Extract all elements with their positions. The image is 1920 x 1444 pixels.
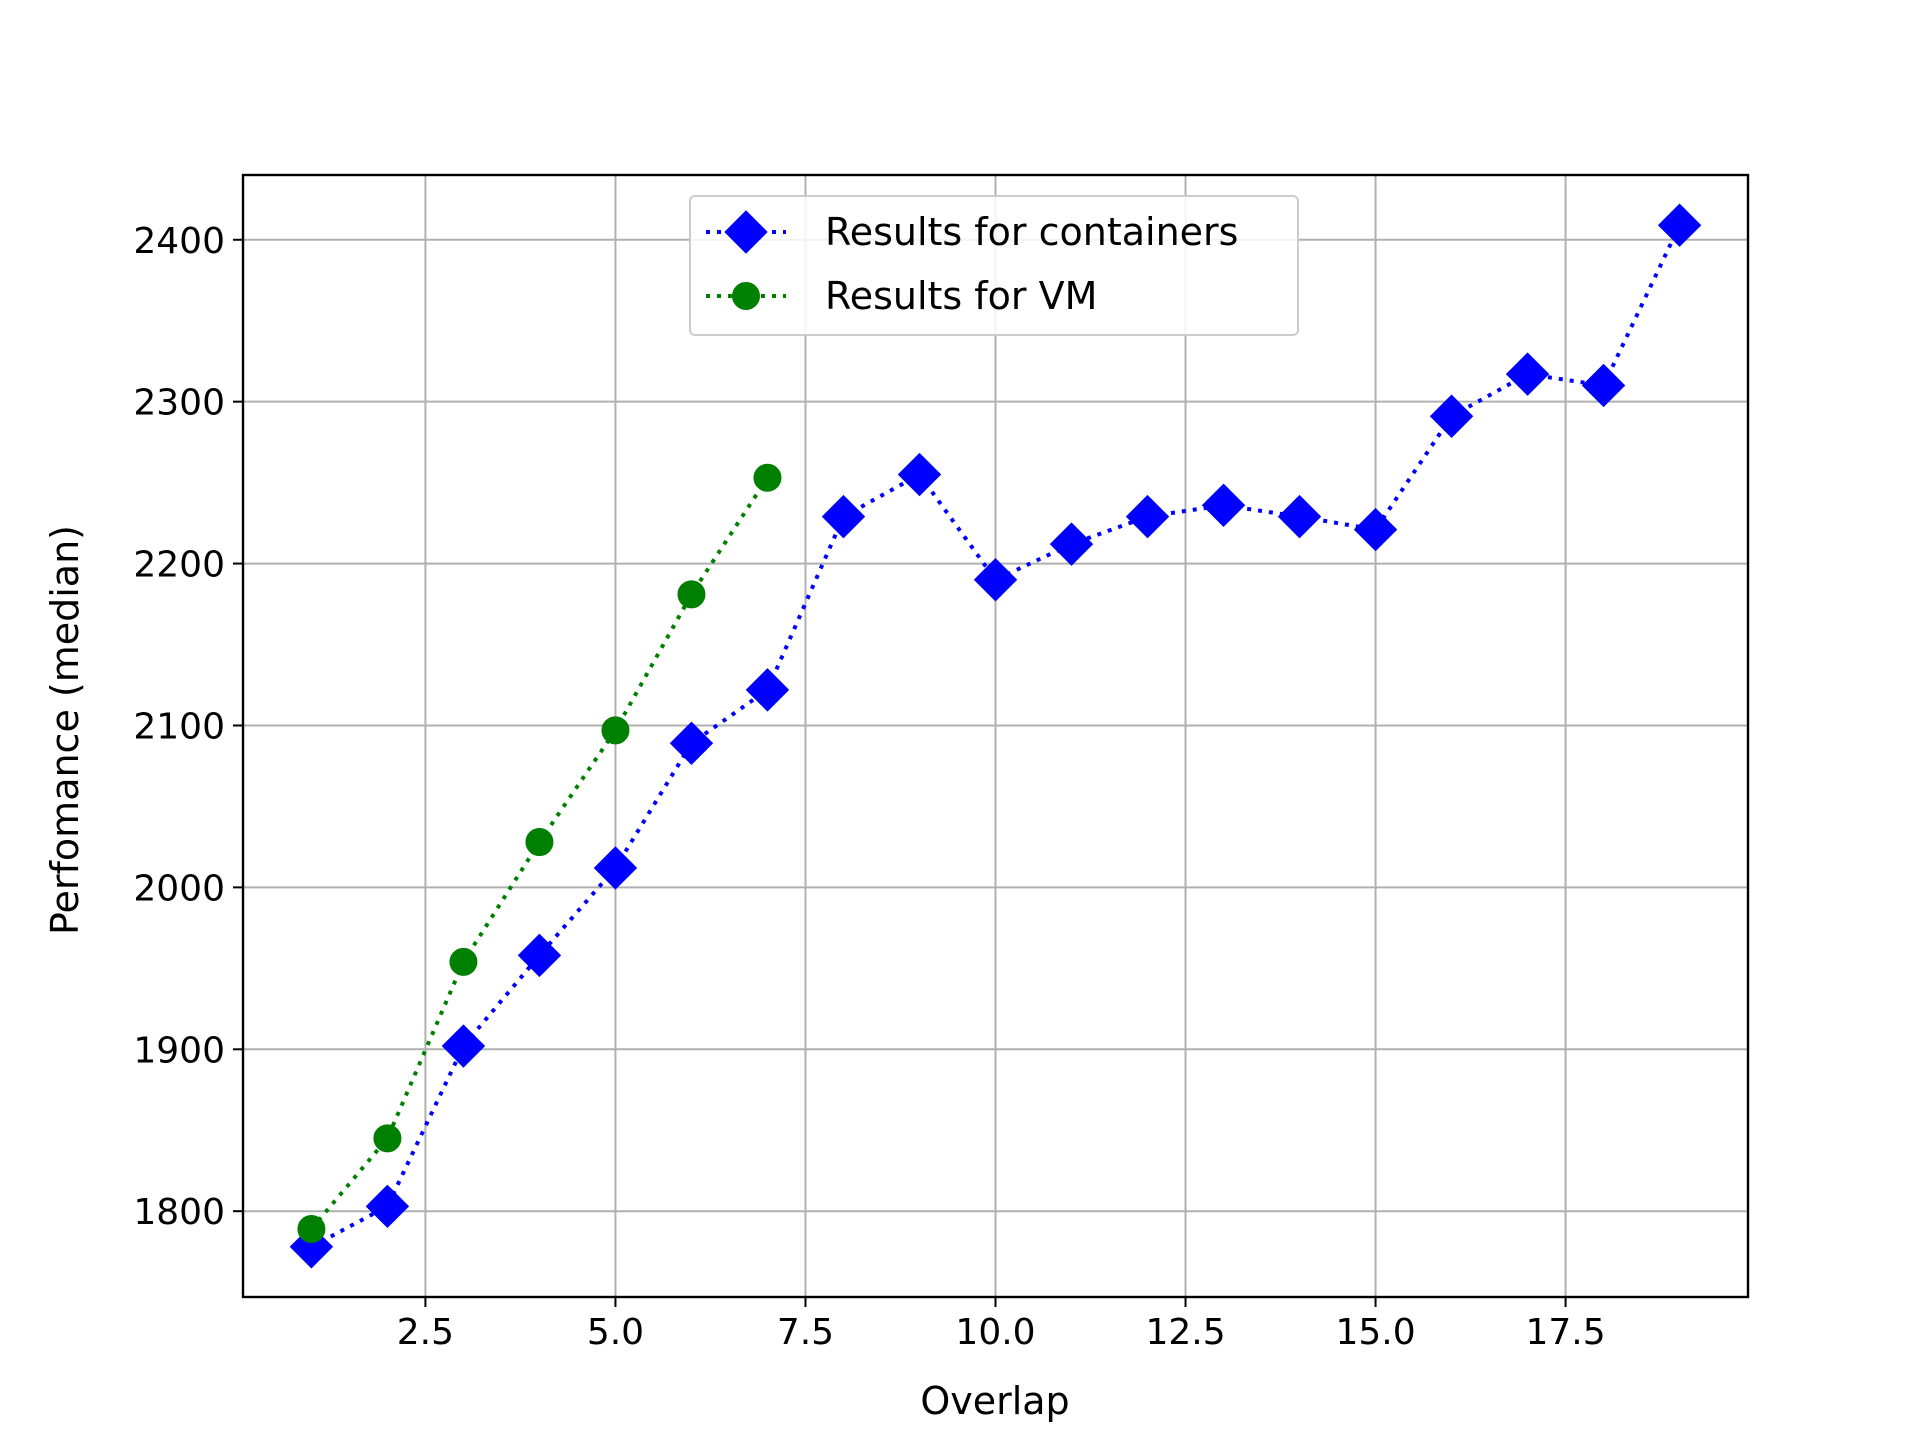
legend-label: Results for VM [825, 274, 1097, 318]
grid-lines [243, 175, 1748, 1297]
data-point [1201, 483, 1246, 527]
legend-box [689, 195, 1299, 336]
x-tick-label: 7.5 [777, 1312, 834, 1353]
data-point [525, 828, 554, 857]
data-point [753, 463, 782, 492]
y-tick-label: 1900 [133, 1030, 225, 1071]
data-point [1581, 363, 1626, 408]
data-point [677, 580, 706, 609]
x-axis-label: Overlap [920, 1379, 1069, 1423]
x-axis-ticks: 2.5 5.0 7.5 10.0 12.5 15.0 17.5 [397, 1297, 1606, 1353]
x-tick-label: 5.0 [587, 1312, 644, 1353]
data-point [973, 558, 1018, 602]
data-point [1049, 522, 1094, 566]
data-point [517, 933, 562, 978]
data-point [745, 668, 790, 712]
series-vm [297, 463, 782, 1243]
legend: Results for containers Results for VM [689, 195, 1299, 336]
data-point [1277, 494, 1322, 539]
y-tick-label: 2400 [133, 221, 225, 262]
legend-marker [724, 210, 768, 254]
data-point [297, 1215, 326, 1243]
legend-marker [732, 282, 760, 310]
data-point [897, 452, 942, 497]
x-tick-label: 10.0 [955, 1312, 1035, 1353]
data-point [821, 494, 866, 539]
series-containers [289, 203, 1702, 1269]
series-layer [289, 203, 1702, 1269]
y-tick-label: 2200 [133, 545, 225, 586]
data-point [365, 1184, 410, 1229]
data-point [593, 846, 638, 890]
data-point [601, 716, 630, 745]
y-axis-label: Perfomance (median) [43, 525, 87, 935]
data-point [449, 947, 478, 976]
data-point [373, 1124, 402, 1153]
data-point [1657, 203, 1702, 247]
y-tick-label: 2100 [133, 706, 225, 747]
x-tick-label: 12.5 [1145, 1312, 1225, 1353]
y-tick-label: 2000 [133, 868, 225, 909]
data-point [441, 1024, 486, 1068]
y-tick-label: 1800 [133, 1192, 225, 1233]
data-point [1125, 494, 1170, 539]
x-tick-label: 15.0 [1335, 1312, 1415, 1353]
legend-entry: Results for containers [706, 210, 1238, 254]
legend-label: Results for containers [825, 210, 1238, 254]
y-axis-ticks: 1800 1900 2000 2100 2200 2300 2400 [133, 221, 243, 1233]
x-tick-label: 2.5 [397, 1312, 454, 1353]
data-point [1353, 507, 1398, 552]
data-point [669, 721, 714, 765]
y-tick-label: 2300 [133, 383, 225, 424]
legend-entry: Results for VM [706, 274, 1097, 318]
data-point [1429, 394, 1474, 438]
data-point [1505, 352, 1550, 396]
x-tick-label: 17.5 [1525, 1312, 1605, 1353]
